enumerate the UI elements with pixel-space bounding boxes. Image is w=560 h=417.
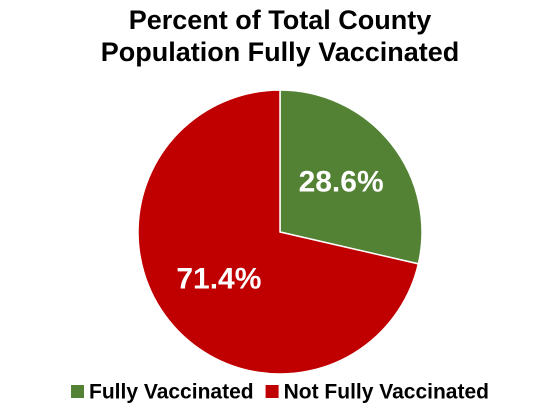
- value-label: 28.6%: [299, 165, 384, 198]
- pie-slice: [137, 89, 420, 375]
- chart-title: Percent of Total County: [129, 5, 432, 35]
- legend-swatch: [71, 385, 85, 398]
- legend-swatch: [265, 385, 279, 398]
- pie-slice: [279, 89, 423, 265]
- legend-label: Not Fully Vaccinated: [284, 381, 489, 404]
- chart-title: Population Fully Vaccinated: [101, 37, 460, 67]
- value-label: 71.4%: [176, 263, 261, 296]
- legend-label: Fully Vaccinated: [89, 381, 254, 404]
